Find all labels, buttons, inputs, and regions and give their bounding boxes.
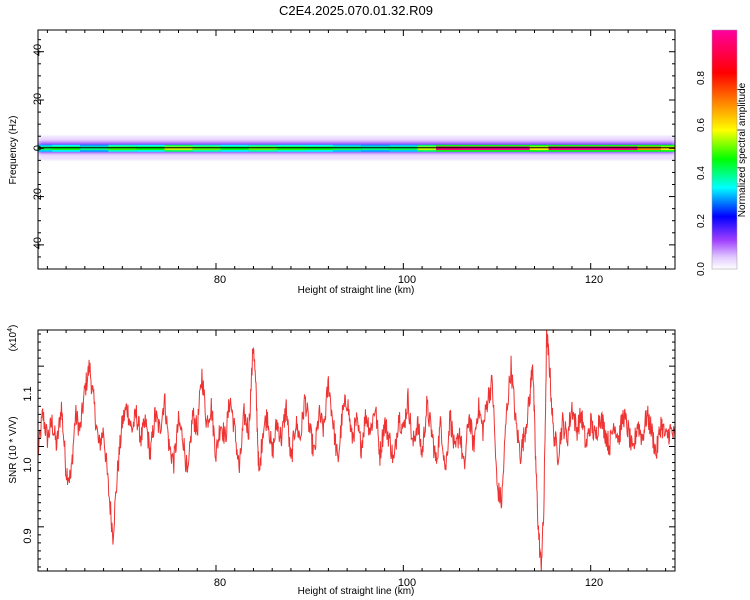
snr-xtick-80: 80 [214,577,226,589]
heatmap-cell-core [52,146,81,151]
heatmap-ytick-neg40: -40 [32,237,44,253]
snr-ytick-0.9: 0.9 [22,528,34,543]
heatmap-xtick-80: 80 [214,274,226,286]
heatmap-ytick-20: 20 [32,93,44,105]
snr-multiplier: (x104) [7,325,19,352]
heatmap-cell-core [389,146,418,151]
heatmap-cell-core [436,146,460,151]
heatmap-ytick-40: 40 [32,44,44,56]
snr-ytick-1.1: 1.1 [22,386,34,401]
heatmap-panel: 40 20 0 -20 -40 80 100 120 Height of str… [8,29,676,296]
heatmap-xtick-120: 120 [585,274,603,286]
heatmap-cell-core [38,146,53,151]
snr-ylabel: SNR (10 * V/V) [8,416,19,483]
heatmap-cell-core [220,146,249,151]
heatmap-ylabel: Frequency (Hz) [8,116,19,185]
heatmap-cell-core [192,146,221,151]
snr-multiplier-base: (x10 [8,331,19,351]
heatmap-cell-core [660,146,675,151]
colorbar-tick-0.8: 0.8 [696,71,707,85]
snr-ticks [38,330,675,571]
heatmap-frame [37,29,676,270]
snr-panel: 1.1 1.0 0.9 80 100 120 Height of straigh… [7,325,676,597]
heatmap-cell-core [497,146,530,151]
heatmap-cell-core [248,146,277,151]
heatmap-cell-core [529,146,549,151]
heatmap-ridge [38,144,675,152]
snr-multiplier-exp: 4 [7,328,14,332]
heatmap-cell-core [164,146,193,151]
heatmap-xtick-100: 100 [398,274,416,286]
figure-title: C2E4.2025.070.01.32.R09 [279,3,433,18]
colorbar-tick-0: 0.0 [696,262,707,276]
heatmap-cell-core [80,146,109,151]
heatmap-ticks [38,30,675,270]
snr-xlabel: Height of straight line (km) [298,586,415,597]
heatmap-cell-core [276,146,305,151]
svg-text:(x104): (x104) [7,325,19,352]
colorbar-tick-0.6: 0.6 [696,118,707,132]
colorbar-tick-0.2: 0.2 [696,214,707,228]
heatmap-cell-core [571,146,610,151]
snr-ytick-1.0: 1.0 [22,457,34,472]
heatmap-ytick-neg20: -20 [32,188,44,204]
heatmap-cell-core [333,146,362,151]
colorbar-gradient [712,30,737,269]
colorbar-frame [711,29,738,270]
snr-series-line [38,330,675,571]
snr-frame [37,329,676,572]
snr-xtick-120: 120 [585,577,603,589]
heatmap-cell-core [304,146,334,151]
heatmap-cell-core [459,146,498,151]
heatmap-xlabel: Height of straight line (km) [298,285,415,296]
heatmap-cell-core [417,146,437,151]
heatmap-cell-core [609,146,638,151]
heatmap-cell-core [637,146,661,151]
snr-xtick-100: 100 [398,577,416,589]
colorbar-tick-0.4: 0.4 [696,166,707,180]
heatmap-cell-core [136,146,165,151]
colorbar: 0.0 0.2 0.4 0.6 0.8 Normalized spectral … [696,29,748,276]
heatmap-cell-core [548,146,572,151]
colorbar-label: Normalized spectral amplitude [737,82,748,217]
heatmap-ytick-0: 0 [32,145,44,151]
heatmap-cell-core [108,146,137,151]
heatmap-cell-core [361,146,390,151]
